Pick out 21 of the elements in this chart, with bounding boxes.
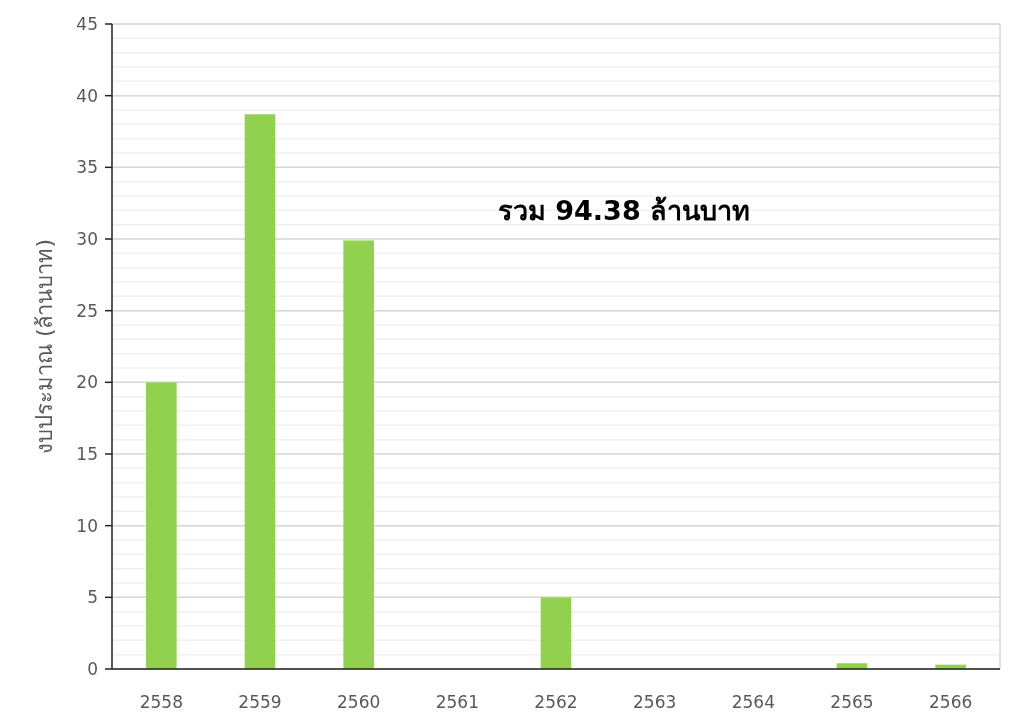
x-tick-label: 2559 [238,692,282,712]
x-tick-label: 2558 [139,692,183,712]
x-tick-label: 2562 [534,692,578,712]
y-tick-label: 5 [87,587,98,608]
y-tick-label: 20 [76,372,98,393]
x-tick-label: 2563 [633,692,677,712]
x-tick-label: 2560 [337,692,381,712]
y-axis-title: งบประมาณ (ล้านบาท) [32,238,57,455]
y-tick-label: 30 [76,229,98,249]
y-tick-label: 35 [76,157,98,178]
y-tick-label: 25 [76,300,98,321]
x-tick-label: 2564 [731,692,775,712]
x-tick-label: 2566 [929,692,973,712]
annotation: รวม 94.38 ล้านบาท [497,195,751,226]
y-tick-label: 0 [87,659,98,679]
x-tick-label: 2565 [830,692,874,712]
y-tick-label: 40 [76,85,98,106]
x-tick-label: 2561 [435,692,479,712]
y-tick-label: 45 [76,14,98,34]
y-tick-label: 10 [76,515,98,536]
y-tick-label: 15 [76,444,98,464]
